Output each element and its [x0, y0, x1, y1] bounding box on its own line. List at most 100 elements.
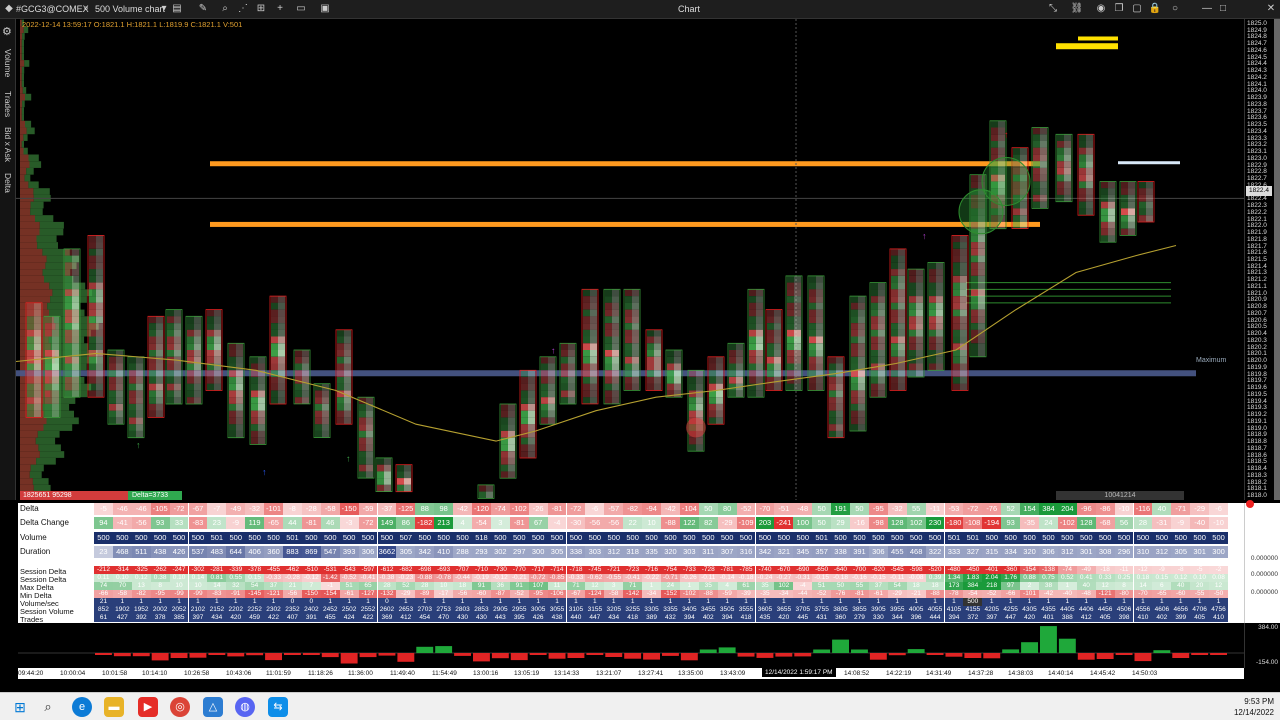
stats-cell: 422 [358, 614, 378, 622]
footprint-bid-cell [891, 255, 898, 263]
close-icon[interactable]: ✕ [1266, 3, 1276, 14]
footprint-chart-area[interactable]: ↑ ↑ ↑ ↑ ↑ ↑ 2022-12-14 13:59:17 O:1821.1 H:18… [16, 19, 1244, 500]
footprint-ask-cell [936, 302, 943, 310]
chrome-icon[interactable]: ◎ [170, 697, 190, 717]
footprint-ask-cell [960, 275, 967, 283]
stats-cell: -29 [887, 590, 907, 598]
footprint-bid-cell [909, 343, 916, 350]
footprint-ask-cell [236, 370, 243, 377]
symbol-label[interactable]: #GCG3@COMEX [16, 4, 89, 14]
profile-bid-bar [20, 417, 47, 425]
vertical-scrollbar[interactable] [1274, 19, 1280, 500]
footprint-bid-cell [1101, 208, 1108, 216]
stats-cell: 426 [528, 614, 548, 622]
stats-row-label: Trades [20, 615, 44, 624]
sidebar-item-trades[interactable]: Trades [3, 91, 13, 118]
draw-tool-icon[interactable]: ✎ [198, 3, 208, 14]
footprint-bid-cell [521, 397, 528, 404]
sidebar-item-bid-ask[interactable]: Bid x Ask [3, 127, 13, 162]
stats-cell: -31 [1152, 517, 1172, 529]
statistics-right-axis: 0.000000 0.000000 0.000000 [1244, 503, 1280, 623]
zoom-icon[interactable]: ⌕ [222, 3, 228, 14]
windows-start-icon[interactable]: ⊞ [14, 699, 26, 715]
footprint-bid-cell [187, 329, 194, 337]
sidebar-item-volume[interactable]: Volume [3, 49, 13, 78]
stats-cell: -121 [264, 590, 283, 598]
template-icon[interactable]: ▭ [296, 3, 306, 14]
alert-dot[interactable] [1246, 500, 1254, 508]
crosshair-icon[interactable]: ⊞ [256, 3, 266, 14]
footprint-bid-cell [809, 296, 816, 303]
chart-style-icon[interactable]: ▤ [172, 3, 182, 14]
add-icon[interactable]: + [277, 3, 283, 14]
stats-cell: 426 [169, 546, 189, 558]
footprint-bid-cell [89, 383, 96, 391]
footprint-ask-cell [916, 275, 923, 283]
youtube-icon[interactable]: ▶ [138, 697, 158, 717]
minimize-icon[interactable]: — [1202, 3, 1212, 14]
footprint-bid-cell [749, 377, 756, 384]
footprint-ask-cell [528, 390, 535, 398]
stats-cell: -0.19 [472, 574, 491, 582]
footprint-chart-canvas[interactable]: ↑↑↑↑↑↑ [16, 19, 1244, 500]
teamviewer-icon[interactable]: ⇆ [268, 697, 288, 717]
footprint-bid-cell [359, 437, 366, 445]
lock-icon[interactable]: 🔒 [1148, 3, 1162, 14]
stats-cell: 2552 [358, 606, 378, 614]
footprint-bid-cell [647, 377, 654, 384]
footprint-ask-cell [156, 350, 163, 357]
footprint-ask-cell [508, 430, 515, 438]
restore-icon[interactable]: ▢ [1132, 3, 1142, 14]
profile-bid-bar [20, 19, 22, 27]
stats-cell: 500 [150, 532, 170, 544]
footprint-bid-cell [337, 397, 344, 404]
stats-cell: 128 [887, 517, 907, 529]
signal-arrow-icon: ↑ [922, 231, 927, 241]
layout-icon[interactable]: ▣ [320, 3, 330, 14]
krita-icon[interactable]: △ [203, 697, 223, 717]
camera-icon[interactable]: ◉ [1096, 3, 1106, 14]
stats-row-label: Session Delta [20, 567, 67, 576]
footprint-bid-cell [953, 309, 960, 317]
footprint-ask-cell [836, 363, 843, 371]
footprint-bid-cell [647, 383, 654, 391]
footprint-bid-cell [871, 336, 878, 344]
footprint-bid-cell [541, 404, 548, 411]
link-icon[interactable]: ⛓ [1070, 3, 1084, 14]
chart-type-dropdown[interactable]: 500 Volume chart [95, 4, 166, 14]
system-clock[interactable]: 9:53 PM 12/14/2022 [1234, 696, 1274, 718]
stats-cell: 402 [1152, 614, 1172, 622]
stats-cell: -0.11 [698, 574, 718, 582]
copy-icon[interactable]: ❐ [1114, 3, 1124, 14]
gear-icon[interactable]: ⚙ [2, 26, 12, 38]
footprint-bid-cell [787, 296, 794, 303]
circle-icon[interactable]: ○ [1171, 3, 1179, 14]
price-scale[interactable]: 1825.0 1824.9 1824.8 1824.7 1824.6 1824.5 1824… [1244, 19, 1274, 500]
edge-icon[interactable]: e [72, 697, 92, 717]
footprint-ask-cell [1020, 188, 1027, 195]
time-axis[interactable]: 09:44:20 10:00:04 10:01:58 10:14:10 10:26:58… [18, 668, 1244, 679]
stats-cell: 3155 [585, 606, 605, 614]
footprint-bid-cell [109, 390, 116, 398]
sidebar-item-delta[interactable]: Delta [3, 173, 13, 193]
footprint-ask-cell [756, 316, 763, 323]
file-explorer-icon[interactable]: ▬ [104, 697, 124, 717]
footprint-bid-cell [953, 343, 960, 350]
footprint-ask-cell [590, 296, 597, 303]
indicators-icon[interactable]: ⋰ [238, 3, 248, 14]
search-icon[interactable]: ⌕ [44, 699, 52, 714]
footprint-bid-cell [953, 370, 960, 377]
histogram-bar [1134, 653, 1152, 662]
chevron-down-icon[interactable]: ▾ [161, 3, 167, 14]
footprint-bid-cell [909, 282, 916, 290]
footprint-ask-cell [736, 390, 743, 398]
footprint-ask-cell [1020, 215, 1027, 222]
stats-cell: -56 [131, 517, 151, 529]
search-icon[interactable]: ⌕ [83, 3, 89, 14]
footprint-bid-cell [953, 275, 960, 283]
footprint-ask-cell [174, 383, 181, 391]
arrows-icon[interactable]: ⤡ [1049, 3, 1057, 14]
discord-icon[interactable]: ◍ [235, 697, 255, 717]
maximize-icon[interactable]: □ [1219, 3, 1227, 14]
price-tick-label: 1820.8 [1247, 303, 1267, 311]
